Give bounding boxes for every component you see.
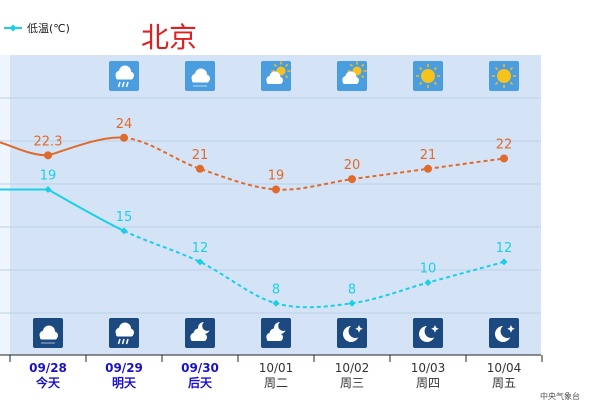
high-point [272, 185, 280, 194]
sunny-icon [413, 61, 443, 91]
low-data-label: 8 [272, 282, 280, 297]
high-point [120, 133, 128, 142]
x-tick-date: 09/28 [29, 361, 67, 375]
city-title: 北京 [141, 21, 197, 54]
cloudy-icon [185, 61, 215, 91]
plot-area [0, 55, 541, 355]
series-lines [0, 136, 505, 309]
high-point [424, 164, 432, 173]
low-line-forecast [123, 229, 505, 309]
night-partly-cloudy-icon [261, 318, 291, 348]
x-tick-date: 09/29 [105, 361, 143, 375]
low-line-observed [47, 188, 125, 232]
x-tick-date: 09/30 [181, 361, 219, 375]
partly-cloudy-icon [261, 61, 291, 91]
data-labels: 22.3 24 21 19 20 21 22 19 15 12 8 8 10 12 [34, 117, 513, 298]
gridlines [0, 97, 541, 314]
night-rain-icon [109, 318, 139, 348]
legend-label: 低温(℃) [27, 22, 70, 35]
x-tick-weekday: 周五 [492, 376, 516, 390]
x-tick-weekday: 明天 [112, 376, 137, 390]
low-data-label: 15 [116, 210, 133, 225]
night-clear-icon [337, 318, 367, 348]
low-point [272, 299, 280, 307]
x-tick-date: 10/01 [259, 361, 294, 375]
low-data-label: 12 [192, 241, 209, 256]
low-point [500, 258, 508, 266]
rain-icon [109, 61, 139, 91]
low-point [44, 185, 52, 193]
high-point [44, 151, 52, 160]
x-tick-weekday: 周四 [416, 376, 440, 390]
high-data-label: 24 [116, 117, 133, 132]
day-icons-row [109, 61, 519, 91]
past-day-strip [0, 55, 10, 355]
low-data-label: 10 [420, 262, 437, 277]
low-point [424, 279, 432, 287]
high-lead-line [0, 141, 49, 157]
x-axis [0, 354, 543, 362]
high-data-label: 22.3 [34, 134, 63, 149]
high-point [196, 164, 204, 173]
low-data-label: 12 [496, 241, 513, 256]
high-data-label: 21 [420, 148, 437, 163]
low-point [348, 299, 356, 307]
high-line-observed [47, 136, 125, 157]
low-data-label: 19 [40, 168, 57, 183]
sunny-icon [489, 61, 519, 91]
series-points [44, 133, 508, 307]
night-partly-cloudy-icon [185, 318, 215, 348]
x-tick-weekday: 周二 [264, 376, 288, 390]
night-cloudy-icon [33, 318, 63, 348]
high-data-label: 21 [192, 148, 209, 163]
x-tick-weekday: 今天 [35, 375, 61, 390]
plot-background [10, 55, 541, 355]
high-data-label: 22 [496, 137, 513, 152]
x-tick-date: 10/04 [487, 361, 522, 375]
high-data-label: 20 [344, 158, 361, 173]
high-point [500, 154, 508, 163]
x-tick-date: 10/03 [411, 361, 446, 375]
night-clear-icon [413, 318, 443, 348]
night-icons-row [33, 318, 519, 348]
x-tick-weekday: 后天 [188, 375, 213, 390]
x-tick-date: 10/02 [335, 361, 370, 375]
legend: 低温(℃) [4, 22, 70, 35]
night-clear-icon [489, 318, 519, 348]
high-point [348, 175, 356, 184]
high-data-label: 19 [268, 168, 285, 183]
low-data-label: 8 [348, 282, 356, 297]
source-label: 中央气象台 [540, 391, 580, 401]
x-tick-weekday: 周三 [340, 376, 364, 390]
low-point [120, 227, 128, 235]
partly-cloudy-icon [337, 61, 367, 91]
low-point [196, 258, 204, 266]
legend-marker [9, 24, 17, 32]
